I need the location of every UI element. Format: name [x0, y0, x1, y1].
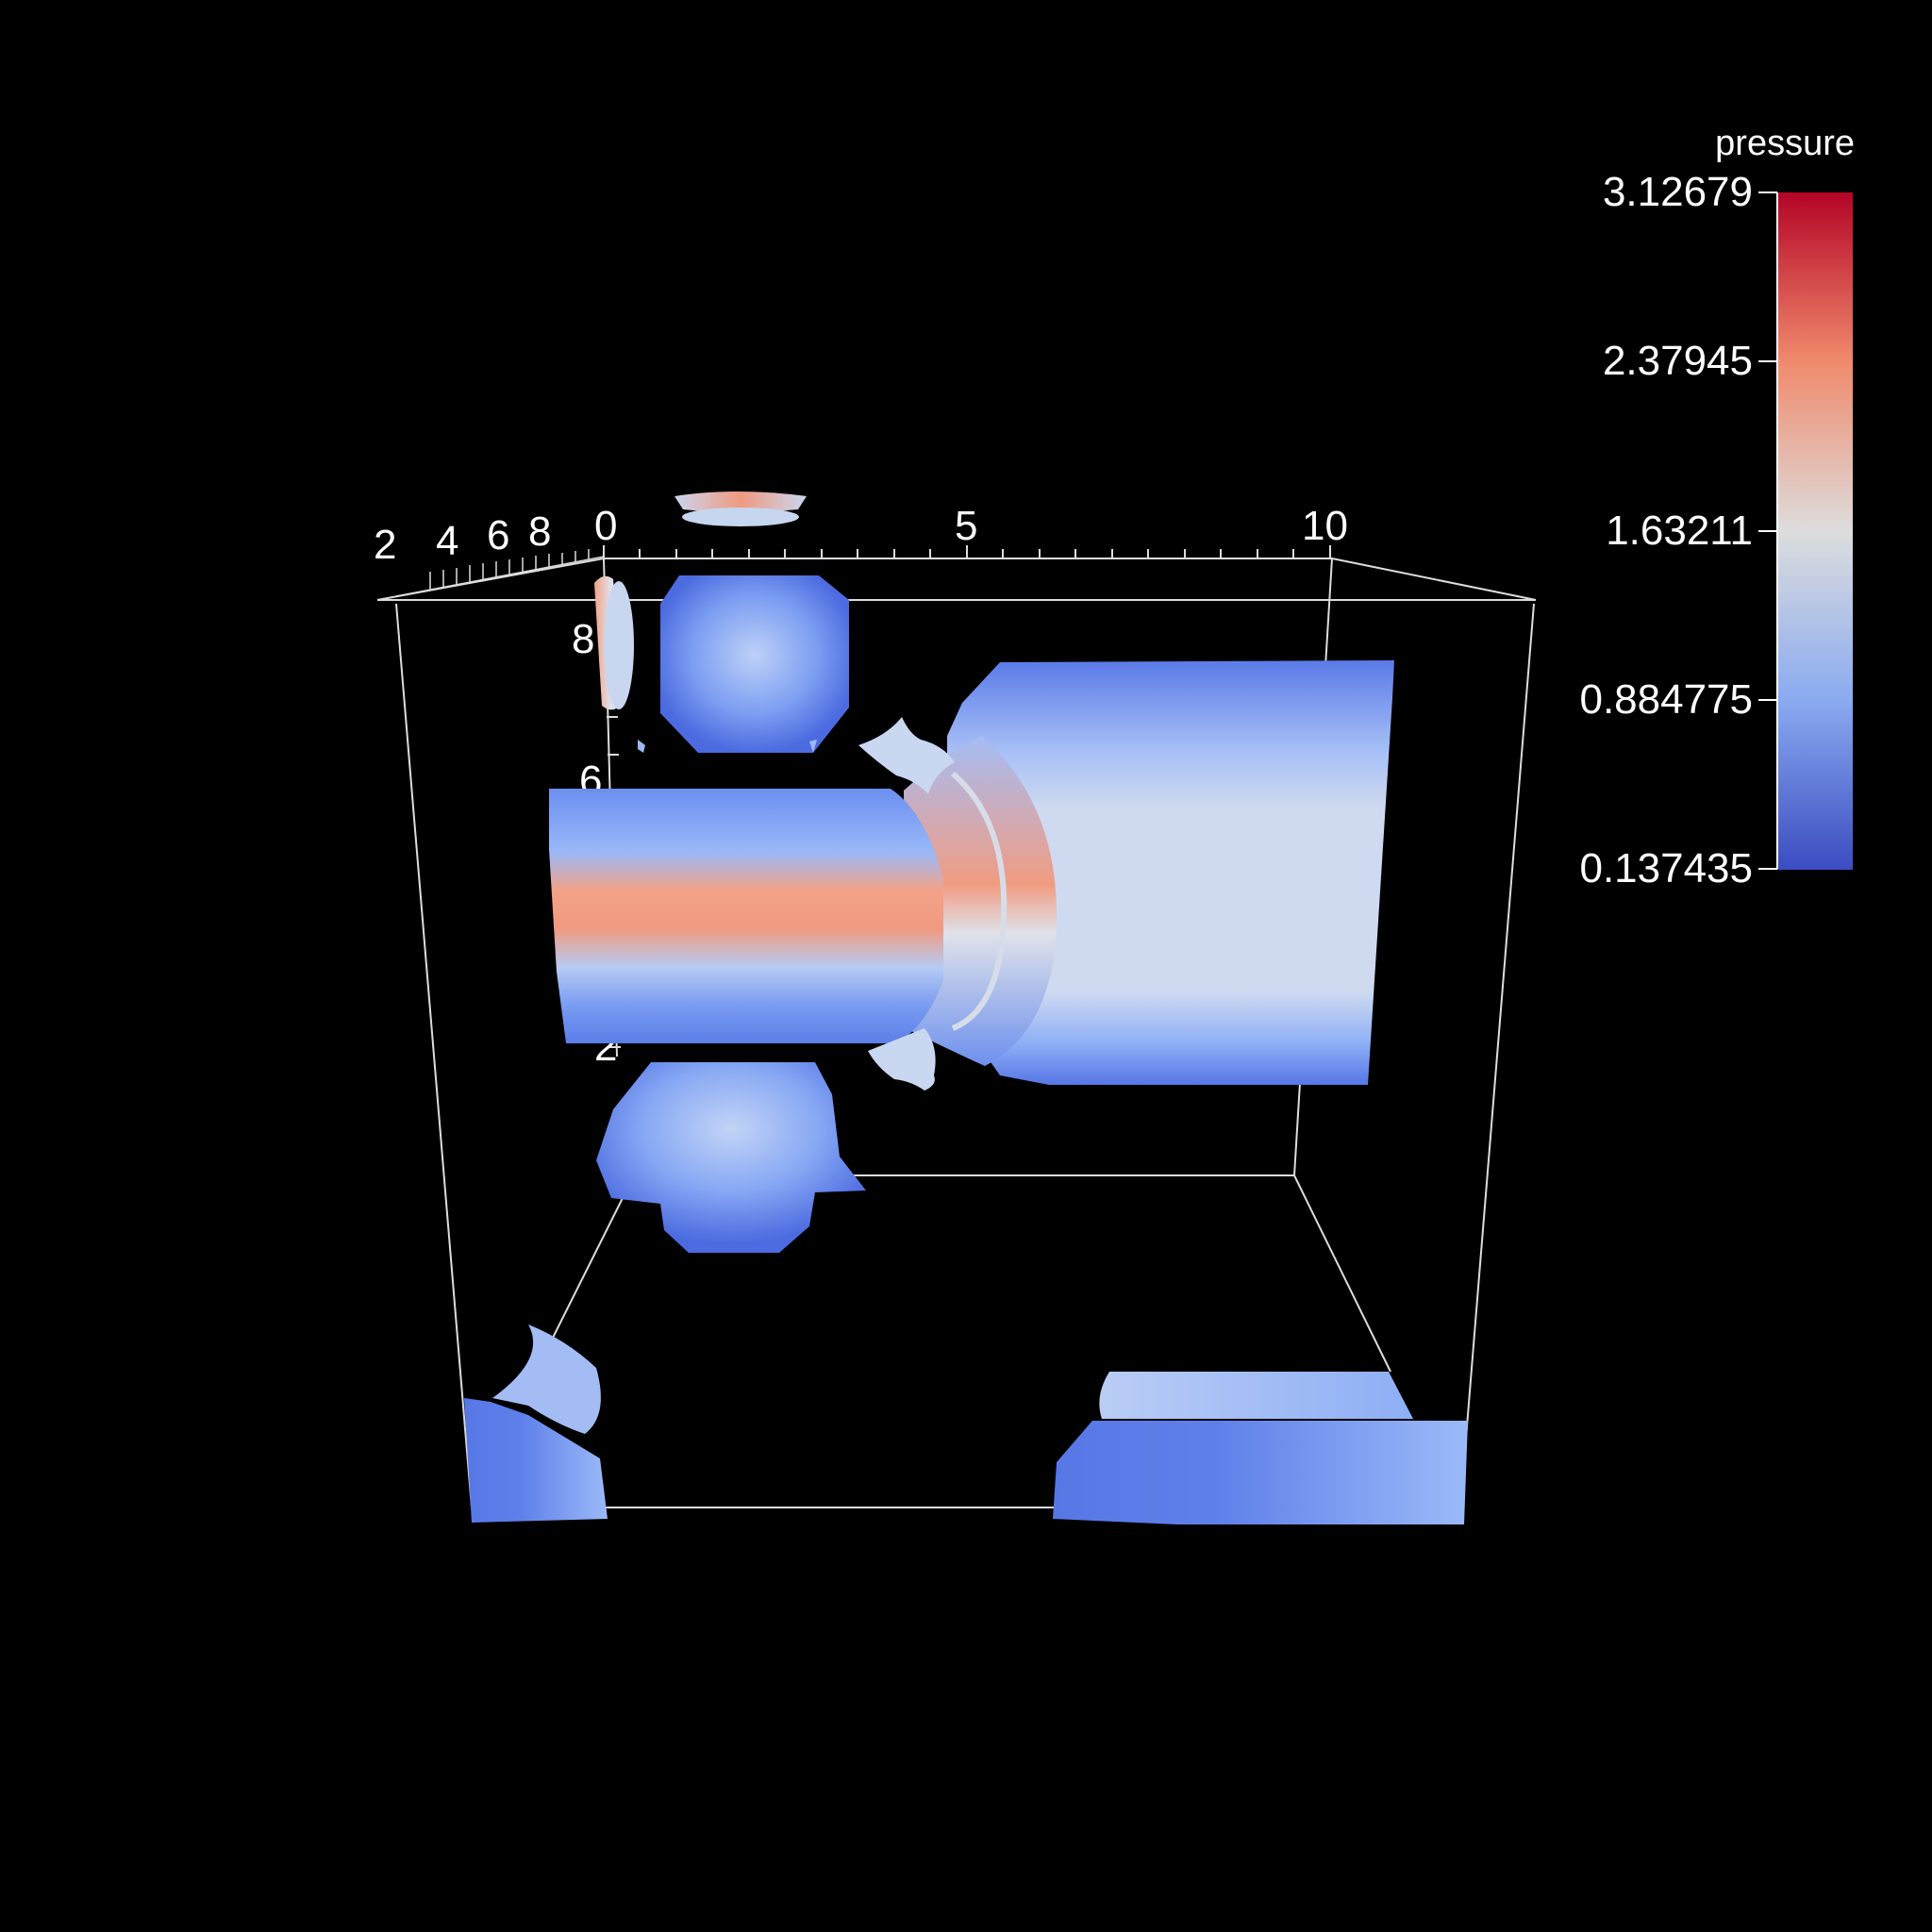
- y-tick-label-8: 8: [572, 616, 594, 662]
- x-axis-ticks: [603, 545, 1331, 558]
- top-ring-surface: [675, 491, 807, 512]
- z-tick-label-2: 2: [374, 522, 396, 568]
- legend-label-min: 0.137435: [1579, 845, 1753, 891]
- spike-upper: [858, 717, 955, 794]
- bottom-left-fin: [492, 1324, 601, 1434]
- legend-label-max: 3.12679: [1603, 169, 1753, 215]
- top-blob: [660, 575, 849, 753]
- legend-color-bar: [1777, 192, 1853, 870]
- x-tick-label-10: 10: [1302, 503, 1348, 549]
- legend-label-lower: 0.884775: [1579, 676, 1753, 723]
- bounding-box: [376, 558, 1537, 1508]
- z-tick-label-8: 8: [528, 508, 551, 555]
- x-tick-label-5: 5: [955, 503, 977, 549]
- legend-label-upper: 2.37945: [1603, 338, 1753, 384]
- z-axis-ticks: [395, 549, 605, 597]
- fragment-small-left: [638, 740, 645, 753]
- junction-rim: [951, 771, 1008, 1031]
- bottom-left-slab: [464, 1398, 608, 1523]
- legend-label-mid: 1.63211: [1606, 508, 1753, 554]
- isosurface-group: [464, 491, 1468, 1524]
- left-tube: [549, 789, 943, 1043]
- z-tick-label-4: 4: [436, 518, 458, 564]
- left-ring-disc: [604, 581, 634, 709]
- top-ring-disc: [682, 508, 799, 526]
- bottom-right-slab: [1053, 1421, 1468, 1524]
- right-tube: [947, 660, 1394, 1085]
- bottom-right-slab-top: [1099, 1372, 1413, 1419]
- x-tick-label-0: 0: [594, 503, 617, 549]
- fragment-small-right: [809, 740, 817, 753]
- bottom-blob: [596, 1062, 866, 1253]
- color-legend: pressure 3.12679 2.37945 1.63211 0.88477…: [1579, 124, 1855, 891]
- legend-title: pressure: [1715, 124, 1855, 163]
- spike-lower: [868, 1028, 936, 1091]
- z-tick-label-6: 6: [487, 512, 509, 558]
